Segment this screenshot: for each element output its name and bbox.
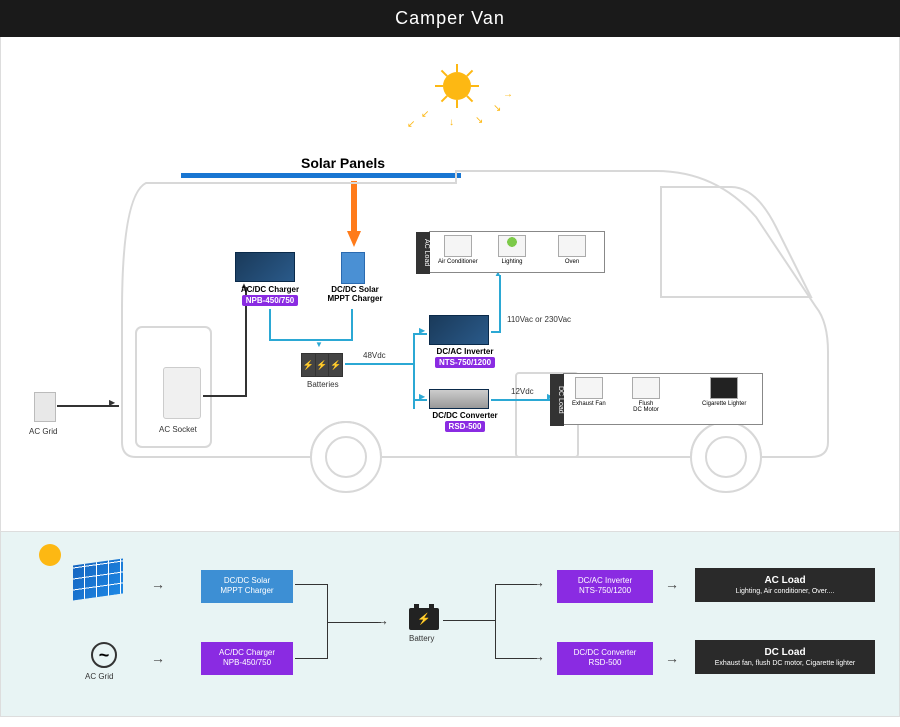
fc-mppt-box: DC/DC Solar MPPT Charger bbox=[201, 570, 293, 603]
ac-load-panel: AC Load Air Conditioner Lighting Oven bbox=[429, 231, 605, 273]
fc-inverter-box: DC/AC InverterNTS-750/1200 bbox=[557, 570, 653, 603]
converter-model-badge: RSD-500 bbox=[445, 421, 486, 432]
ac-socket-device bbox=[163, 367, 201, 419]
acdc-charger-device bbox=[235, 252, 295, 282]
fc-acgrid-icon bbox=[91, 642, 117, 668]
dc-out-label: 12Vdc bbox=[511, 387, 534, 396]
fc-dcload-box: DC Load Exhaust fan, flush DC motor, Cig… bbox=[695, 640, 875, 674]
mppt-device bbox=[341, 252, 365, 284]
converter-device bbox=[429, 389, 489, 409]
ac-socket-label: AC Socket bbox=[159, 425, 197, 434]
dc-load-title: DC Load bbox=[550, 374, 564, 426]
fc-acload-box: AC Load Lighting, Air conditioner, Over.… bbox=[695, 568, 875, 602]
converter-label: DC/DC Converter bbox=[427, 411, 503, 420]
fc-converter-box: DC/DC ConverterRSD-500 bbox=[557, 642, 653, 675]
mppt-label: DC/DC Solar MPPT Charger bbox=[325, 285, 385, 303]
batteries-label: Batteries bbox=[307, 380, 339, 389]
bus-voltage-label: 48Vdc bbox=[363, 351, 386, 360]
page-title: Camper Van bbox=[0, 0, 900, 37]
fc-charger-box: AC/DC ChargerNPB-450/750 bbox=[201, 642, 293, 675]
diagram-area: for(let i=0;i<8;i++)document.write('<div… bbox=[0, 37, 900, 532]
dc-load-panel: DC Load Exhaust Fan Flush DC Motor Cigar… bbox=[563, 373, 763, 425]
fc-battery-icon: ⚡ bbox=[409, 608, 439, 630]
ac-out-label: 110Vac or 230Vac bbox=[507, 315, 571, 324]
ac-grid-device bbox=[34, 392, 56, 422]
fc-solar-panel-icon bbox=[73, 558, 123, 600]
ac-grid-label: AC Grid bbox=[29, 427, 57, 436]
inverter-model-badge: NTS-750/1200 bbox=[435, 357, 495, 368]
inverter-device bbox=[429, 315, 489, 345]
charger-label: AC/DC Charger bbox=[233, 285, 307, 294]
flowchart-area: AC Grid → → DC/DC Solar MPPT Charger AC/… bbox=[0, 532, 900, 717]
charger-model-badge: NPB-450/750 bbox=[242, 295, 298, 306]
fc-sun-icon bbox=[39, 544, 61, 566]
fc-battery-label: Battery bbox=[409, 634, 434, 643]
batteries-device bbox=[301, 353, 343, 377]
fc-acgrid-label: AC Grid bbox=[85, 672, 113, 681]
ac-load-title: AC Load bbox=[416, 232, 430, 274]
inverter-label: DC/AC Inverter bbox=[427, 347, 503, 356]
